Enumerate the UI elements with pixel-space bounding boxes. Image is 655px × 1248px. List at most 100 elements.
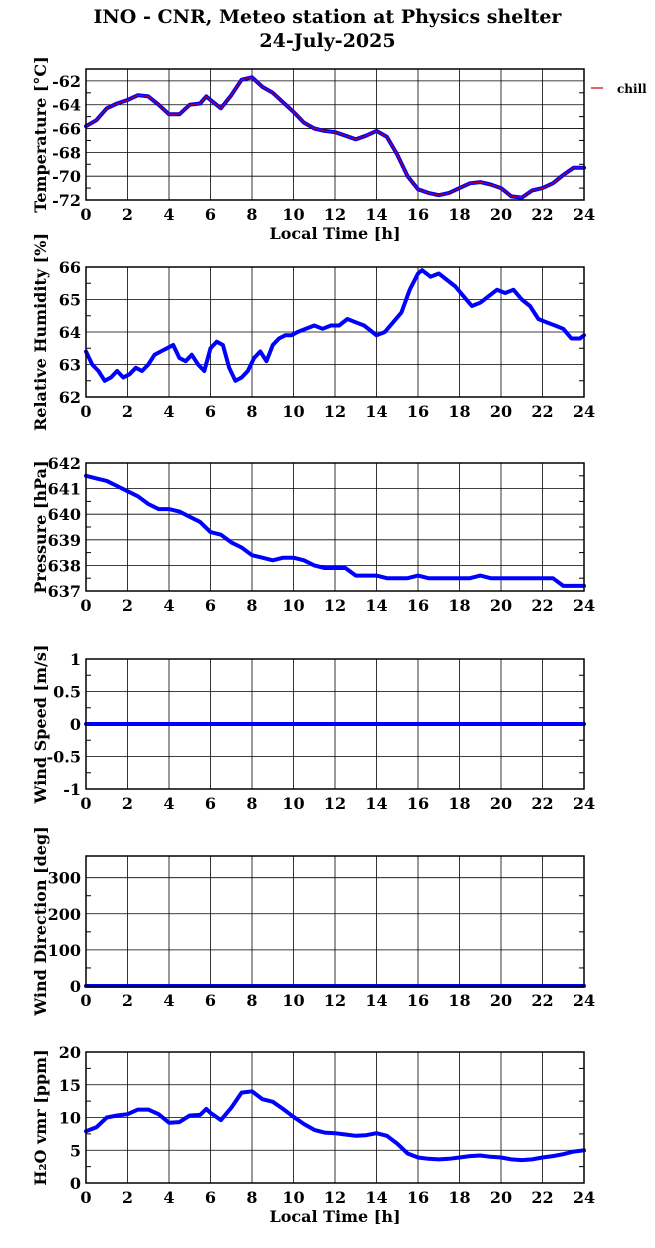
x-tick-label: 12 [324, 205, 346, 224]
y-tick-label: 15 [59, 1076, 81, 1095]
h2o-vmr-frame [85, 1051, 585, 1184]
x-tick-label: 22 [531, 1188, 553, 1207]
temperature-frame [85, 68, 585, 201]
x-tick-label: 0 [80, 205, 91, 224]
x-tick-label: 10 [282, 596, 304, 615]
h2o-vmr-ylabel: H₂O vmr [ppm] [31, 1049, 50, 1185]
y-tick-label: 641 [48, 480, 81, 499]
x-tick-label: 10 [282, 794, 304, 813]
x-tick-label: 4 [163, 991, 174, 1010]
x-tick-label: 6 [205, 991, 216, 1010]
x-tick-label: 12 [324, 596, 346, 615]
chill-series-line [85, 76, 584, 199]
y-tick-label: 100 [48, 941, 81, 960]
x-tick-label: 8 [246, 794, 257, 813]
y-tick-label: 0 [70, 715, 81, 734]
y-tick-label: 1 [70, 650, 81, 669]
pressure-ylabel: Pressure [hPa] [31, 460, 50, 593]
y-tick-label: -68 [52, 143, 81, 162]
y-tick-label: 10 [59, 1109, 81, 1128]
y-tick-label: 639 [48, 531, 81, 550]
y-tick-label: 638 [48, 556, 81, 575]
x-tick-label: 6 [205, 402, 216, 421]
wind-speed-ylabel: Wind Speed [m/s] [31, 645, 50, 805]
x-tick-label: 16 [407, 1188, 429, 1207]
x-tick-label: 20 [490, 596, 512, 615]
y-tick-label: -62 [52, 72, 81, 91]
y-tick-label: 637 [48, 582, 81, 601]
x-tick-label: 0 [80, 1188, 91, 1207]
x-tick-label: 8 [246, 1188, 257, 1207]
y-tick-label: 20 [59, 1043, 81, 1062]
x-tick-label: 16 [407, 794, 429, 813]
x-tick-label: 20 [490, 991, 512, 1010]
x-tick-label: 12 [324, 991, 346, 1010]
humidity-ylabel: Relative Humidity [%] [31, 233, 50, 431]
x-tick-label: 14 [365, 205, 387, 224]
x-tick-label: 4 [163, 1188, 174, 1207]
wind-speed-frame [85, 658, 585, 790]
chart-subtitle: 24-July-2025 [259, 30, 396, 52]
y-tick-label: -1 [63, 780, 81, 799]
y-tick-label: -70 [52, 167, 81, 186]
y-tick-label: 0 [70, 977, 81, 996]
legend-label: chill [617, 82, 647, 96]
x-tick-label: 2 [122, 794, 133, 813]
x-tick-label: 18 [448, 205, 470, 224]
x-tick-label: 6 [205, 205, 216, 224]
y-tick-label: 0.5 [53, 683, 81, 702]
x-tick-label: 24 [573, 794, 595, 813]
y-tick-label: 300 [48, 869, 81, 888]
x-tick-label: 22 [531, 402, 553, 421]
x-tick-label: 4 [163, 402, 174, 421]
x-tick-label: 2 [122, 402, 133, 421]
y-tick-label: 66 [59, 258, 81, 277]
x-tick-label: 24 [573, 991, 595, 1010]
y-tick-label: 0 [70, 1174, 81, 1193]
x-tick-label: 22 [531, 794, 553, 813]
y-tick-label: 642 [48, 454, 81, 473]
y-tick-label: 5 [70, 1141, 81, 1160]
x-tick-label: 22 [531, 991, 553, 1010]
x-tick-label: 2 [122, 596, 133, 615]
y-tick-label: -0.5 [47, 748, 81, 767]
x-tick-label: 24 [573, 205, 595, 224]
x-tick-label: 4 [163, 794, 174, 813]
x-tick-label: 24 [573, 402, 595, 421]
x-tick-label: 24 [573, 596, 595, 615]
x-tick-label: 6 [205, 794, 216, 813]
x-tick-label: 6 [205, 1188, 216, 1207]
temperature-ylabel: Temperature [°C] [31, 56, 50, 212]
x-tick-label: 8 [246, 205, 257, 224]
x-tick-label: 18 [448, 794, 470, 813]
y-tick-label: 62 [59, 388, 81, 407]
y-tick-label: -66 [52, 120, 81, 139]
x-tick-label: 0 [80, 991, 91, 1010]
x-tick-label: 10 [282, 1188, 304, 1207]
x-tick-label: 0 [80, 596, 91, 615]
x-tick-label: 20 [490, 1188, 512, 1207]
x-tick-label: 18 [448, 402, 470, 421]
x-tick-label: 12 [324, 1188, 346, 1207]
humidity-frame [85, 266, 585, 398]
x-tick-label: 10 [282, 205, 304, 224]
wind-direction-ylabel: Wind Direction [deg] [31, 826, 50, 1017]
x-tick-label: 18 [448, 991, 470, 1010]
x-tick-label: 18 [448, 1188, 470, 1207]
x-tick-label: 22 [531, 596, 553, 615]
x-tick-label: 14 [365, 402, 387, 421]
x-tick-label: 10 [282, 991, 304, 1010]
humidity-series-line [84, 268, 586, 383]
y-tick-label: 64 [59, 323, 81, 342]
y-tick-label: 640 [48, 505, 81, 524]
y-tick-label: 63 [59, 356, 81, 375]
x-tick-label: 4 [163, 596, 174, 615]
x-tick-label: 20 [490, 794, 512, 813]
pressure-frame [85, 462, 585, 592]
h2o-vmr-series-line [84, 1089, 586, 1163]
